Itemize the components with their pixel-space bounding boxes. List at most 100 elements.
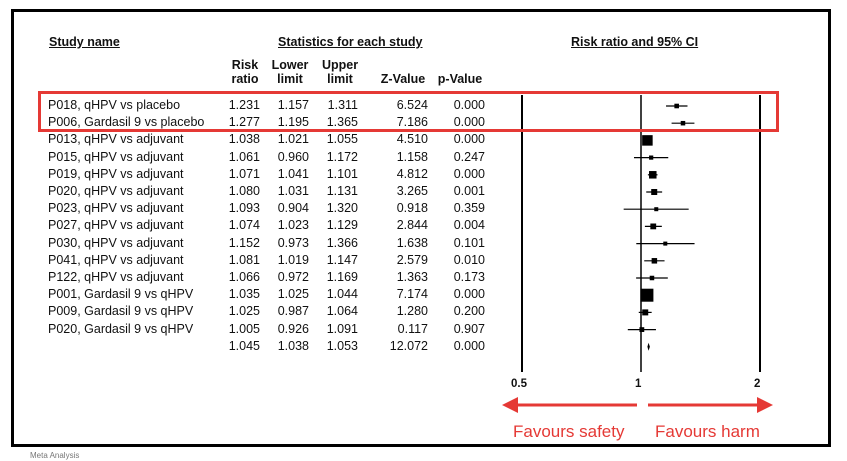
column-header-line2: ratio: [231, 72, 259, 86]
table-cell-value: 0.918: [396, 201, 428, 216]
table-cell-study: P015, qHPV vs adjuvant: [48, 149, 184, 164]
table-cell-value: 0.987: [277, 304, 309, 319]
table-cell-value: 1.038: [277, 338, 309, 353]
table-cell-value: 0.904: [277, 201, 309, 216]
effect-marker: [651, 189, 658, 195]
table-cell-value: 1.129: [326, 218, 358, 233]
column-header-line1: Lower: [271, 58, 309, 72]
effect-marker: [663, 241, 668, 246]
table-cell-value: 7.174: [396, 287, 428, 302]
column-header-line2: p-Value: [437, 72, 483, 86]
table-cell-value: 2.844: [396, 218, 428, 233]
table-cell-value: 1.277: [228, 115, 260, 130]
column-header: Z-Value: [373, 58, 433, 86]
table-cell-value: 1.152: [228, 235, 260, 250]
table-cell-value: 1.019: [277, 252, 309, 267]
table-cell-value: 1.080: [228, 184, 260, 198]
table-cell-value: 0.173: [453, 270, 485, 284]
table-cell-value: 1.638: [396, 235, 428, 250]
table-cell-value: 6.524: [396, 98, 428, 112]
figure-frame: [11, 9, 831, 447]
table-cell-study: P020, Gardasil 9 vs qHPV: [48, 321, 194, 336]
favours-safety-label: Favours safety: [513, 422, 625, 441]
effect-marker: [680, 120, 686, 126]
axis-label-1: 1: [635, 378, 642, 390]
table-cell-value: 0.004: [453, 218, 485, 233]
table-cell-value: 1.035: [228, 287, 260, 302]
table-cell-value: 1.074: [228, 218, 260, 233]
table-cell-value: 1.081: [228, 252, 260, 267]
table-cell-value: 1.363: [396, 270, 428, 284]
table-cell-value: 1.158: [396, 149, 428, 164]
table-cell-value: 1.169: [326, 270, 358, 284]
table-cell-value: 1.055: [326, 132, 358, 147]
table-cell-value: 0.973: [277, 235, 309, 250]
statistics-header: Statistics for each study: [278, 35, 423, 49]
effect-marker: [674, 103, 679, 109]
table-cell-study: P041, qHPV vs adjuvant: [48, 252, 184, 267]
table-cell-value: 2.579: [396, 252, 428, 267]
table-cell-study: P018, qHPV vs placebo: [48, 98, 181, 112]
axis-label-0-5: 0.5: [511, 378, 527, 390]
table-cell-value: 0.359: [453, 201, 485, 216]
effect-marker: [650, 223, 657, 230]
table-cell-value: 1.066: [228, 270, 260, 284]
table-cell-value: 1.031: [277, 184, 309, 198]
table-cell-study: P027, qHPV vs adjuvant: [48, 218, 184, 233]
favours-harm-arrowhead: [757, 397, 773, 413]
table-cell-value: 1.025: [277, 287, 309, 302]
favours-harm-label: Favours harm: [655, 422, 760, 441]
table-cell-study: P006, Gardasil 9 vs placebo: [48, 115, 205, 130]
table-cell-value: 1.025: [228, 304, 260, 319]
table-cell-value: 1.366: [326, 235, 358, 250]
effect-marker: [642, 309, 649, 316]
column-header: Upper limit: [310, 58, 370, 86]
table-cell-value: 1.280: [396, 304, 428, 319]
favours-safety-arrowhead: [502, 397, 518, 413]
table-cell-study: P030, qHPV vs adjuvant: [48, 235, 184, 250]
table-cell-value: 4.510: [396, 132, 428, 147]
column-header-line1: Risk: [231, 58, 259, 72]
table-cell-study: P001, Gardasil 9 vs qHPV: [48, 287, 194, 302]
table-cell-value: 1.311: [327, 98, 358, 112]
effect-marker: [649, 155, 654, 160]
table-cell-study: P009, Gardasil 9 vs qHPV: [48, 304, 194, 319]
table-cell-value: 0.200: [453, 304, 485, 319]
table-cell-value: 0.972: [277, 270, 309, 284]
table-cell-value: 1.023: [277, 218, 309, 233]
effect-marker: [654, 207, 659, 212]
table-cell-value: 0.000: [453, 287, 485, 302]
effect-marker: [639, 327, 645, 332]
column-header-line2: limit: [327, 72, 353, 86]
column-header-line2: Z-Value: [380, 72, 426, 86]
table-cell-value: 0.000: [453, 115, 485, 130]
table-cell-value: 1.195: [277, 115, 309, 130]
table-cell-value: 1.038: [228, 132, 260, 147]
effect-marker: [649, 275, 655, 281]
column-header: Lower limit: [260, 58, 320, 86]
table-cell-value: 1.157: [277, 98, 309, 112]
column-header: p-Value: [430, 58, 490, 86]
table-cell-value: 0.247: [453, 149, 485, 164]
table-cell-value: 1.044: [326, 287, 358, 302]
table-cell-value: 1.131: [326, 184, 358, 198]
table-cell-value: 3.265: [396, 184, 428, 198]
study-name-header: Study name: [49, 35, 120, 49]
plot-title: Risk ratio and 95% CI: [571, 35, 699, 49]
table-cell-value: 0.000: [453, 98, 485, 112]
table-cell-value: 0.000: [453, 166, 485, 181]
effect-marker: [642, 135, 653, 146]
table-cell-value: 1.147: [326, 252, 358, 267]
column-header: Risk ratio: [215, 58, 275, 86]
table-cell-value: 12.072: [389, 338, 428, 353]
column-header-line1: Upper: [321, 58, 359, 72]
summary-diamond: [647, 342, 650, 351]
table-cell-value: 0.960: [277, 149, 309, 164]
column-header-line2: limit: [277, 72, 303, 86]
table-cell-value: 1.041: [277, 166, 309, 181]
table-cell-value: 1.005: [228, 321, 260, 336]
table-cell-value: 0.000: [453, 338, 485, 353]
table-cell-value: 1.101: [326, 166, 358, 181]
table-cell-study: P122, qHPV vs adjuvant: [48, 270, 184, 284]
